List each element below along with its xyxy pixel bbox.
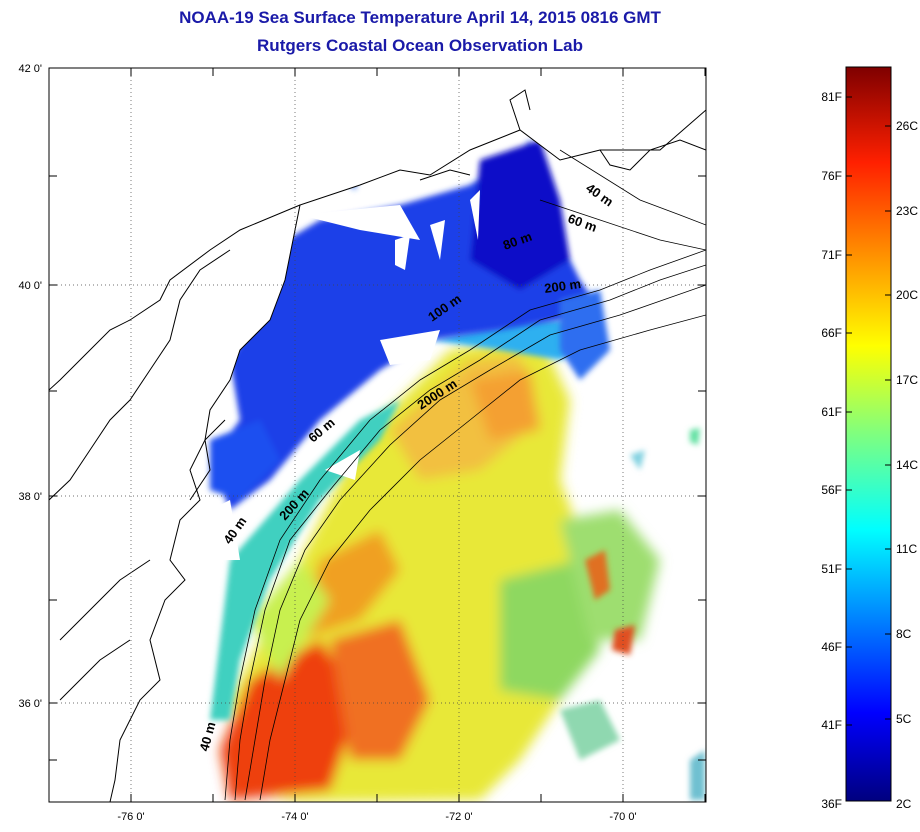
depth-label: 200 m [543,276,582,296]
colorbar-f-label: 56F [821,483,842,497]
depth-label: 40 m [196,720,218,753]
colorbar-c-label: 14C [896,458,918,472]
colorbar-f-label: 81F [821,90,842,104]
lon-label: -76 0' [117,811,144,823]
colorbar-c-label: 17C [896,373,918,387]
graticule [49,68,706,802]
colorbar-f-label: 71F [821,248,842,262]
tick-marks [48,67,706,802]
colorbar-f-label: 66F [821,326,842,340]
colorbar-f-label: 41F [821,718,842,732]
colorbar-f-label: 61F [821,405,842,419]
lat-label: 36 0' [18,698,42,710]
colorbar [845,66,892,802]
lon-label: -72 0' [445,811,472,823]
lon-label: -70 0' [609,811,636,823]
colorbar-c-label: 8C [896,627,912,641]
colorbar-c-label: 2C [896,797,912,811]
lat-label: 42 0' [18,63,42,75]
depth-label: 60 m [566,211,599,235]
colorbar-f-label: 76F [821,169,842,183]
bathymetry-contours [224,149,706,801]
colorbar-c-label: 23C [896,204,918,218]
colorbar-f-label: 36F [821,797,842,811]
colorbar-f-label: 51F [821,562,842,576]
colorbar-c-label: 11C [896,542,917,556]
colorbar-c-label: 26C [896,119,918,133]
sst-imagery [210,140,705,802]
colorbar-f-label: 46F [821,640,842,654]
chart-subtitle: Rutgers Coastal Ocean Observation Lab [257,36,583,55]
lon-label: -74 0' [281,811,308,823]
depth-label: 40 m [583,180,616,209]
colorbar-c-label: 5C [896,712,912,726]
lat-label: 38 0' [18,491,42,503]
colorbar-c-label: 20C [896,288,918,302]
chart-title: NOAA-19 Sea Surface Temperature April 14… [179,8,661,27]
lat-label: 40 0' [18,280,42,292]
colorbar-ticks [846,96,891,726]
